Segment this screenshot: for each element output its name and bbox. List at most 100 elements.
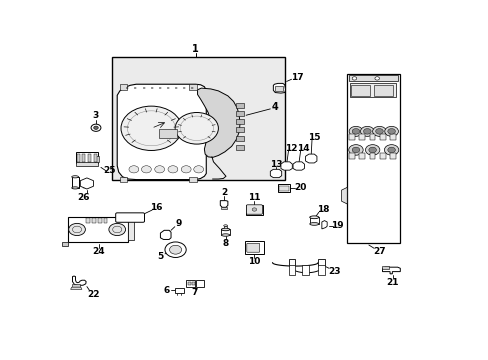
Bar xyxy=(236,127,244,132)
Polygon shape xyxy=(280,162,292,170)
Text: 15: 15 xyxy=(307,133,320,142)
Bar xyxy=(88,154,91,162)
Bar xyxy=(186,280,195,287)
Circle shape xyxy=(168,166,178,173)
Circle shape xyxy=(164,242,186,257)
Bar xyxy=(317,260,324,266)
Bar xyxy=(98,218,102,223)
Circle shape xyxy=(181,166,191,173)
Bar xyxy=(72,284,80,287)
Text: o: o xyxy=(182,86,184,90)
Circle shape xyxy=(193,166,203,173)
Bar xyxy=(373,85,392,96)
Circle shape xyxy=(372,126,386,136)
Circle shape xyxy=(175,112,218,144)
Text: 10: 10 xyxy=(248,257,260,266)
Circle shape xyxy=(154,166,164,173)
Circle shape xyxy=(374,77,379,80)
Text: 7: 7 xyxy=(191,288,197,297)
Text: o: o xyxy=(134,86,137,90)
Text: 18: 18 xyxy=(317,205,329,214)
Bar xyxy=(196,280,203,287)
Text: 13: 13 xyxy=(269,160,282,169)
Ellipse shape xyxy=(72,187,79,189)
Text: o: o xyxy=(126,86,128,90)
Bar xyxy=(379,153,385,159)
Bar xyxy=(288,260,295,266)
Text: 4: 4 xyxy=(271,102,278,112)
Bar xyxy=(236,136,244,141)
Text: 3: 3 xyxy=(93,111,99,120)
Circle shape xyxy=(387,147,395,153)
Text: 8: 8 xyxy=(222,239,228,248)
Bar xyxy=(77,154,80,162)
Circle shape xyxy=(91,124,101,131)
Circle shape xyxy=(109,223,125,235)
Polygon shape xyxy=(197,88,240,157)
Polygon shape xyxy=(382,267,400,274)
Polygon shape xyxy=(273,84,285,93)
Bar xyxy=(288,265,295,275)
Circle shape xyxy=(121,106,181,150)
Polygon shape xyxy=(72,276,86,285)
Circle shape xyxy=(387,129,395,134)
Bar xyxy=(369,134,374,140)
Bar xyxy=(245,204,262,215)
Bar xyxy=(189,84,196,90)
Text: o: o xyxy=(166,86,169,90)
Polygon shape xyxy=(220,201,227,207)
Polygon shape xyxy=(341,187,346,204)
Circle shape xyxy=(252,208,256,211)
Text: 12: 12 xyxy=(285,144,297,153)
Ellipse shape xyxy=(309,222,318,225)
Bar xyxy=(369,153,374,159)
Bar xyxy=(75,162,98,166)
Bar xyxy=(309,217,318,224)
Bar xyxy=(82,154,85,162)
Text: 11: 11 xyxy=(247,193,260,202)
Bar xyxy=(359,153,365,159)
Circle shape xyxy=(351,129,359,134)
Bar xyxy=(346,74,399,243)
Text: 24: 24 xyxy=(93,247,105,256)
Bar xyxy=(95,156,99,162)
Bar xyxy=(275,86,282,91)
Polygon shape xyxy=(127,218,134,240)
Text: 25: 25 xyxy=(103,166,116,175)
Text: 17: 17 xyxy=(290,73,303,82)
Text: 2: 2 xyxy=(221,188,227,197)
Circle shape xyxy=(365,145,379,155)
FancyBboxPatch shape xyxy=(116,213,144,222)
Bar xyxy=(389,134,395,140)
Text: 21: 21 xyxy=(386,278,398,287)
Text: 20: 20 xyxy=(294,183,306,192)
Bar xyxy=(223,226,227,229)
Circle shape xyxy=(348,145,363,155)
Bar xyxy=(382,266,388,269)
Circle shape xyxy=(141,166,151,173)
Polygon shape xyxy=(160,230,171,239)
Ellipse shape xyxy=(72,176,79,178)
Bar xyxy=(244,240,264,254)
Bar xyxy=(221,229,229,235)
Circle shape xyxy=(375,129,383,134)
Ellipse shape xyxy=(221,228,229,231)
FancyBboxPatch shape xyxy=(246,243,259,252)
Bar xyxy=(348,134,354,140)
Text: 16: 16 xyxy=(150,203,163,212)
Circle shape xyxy=(169,245,181,254)
Text: 19: 19 xyxy=(331,221,344,230)
Bar xyxy=(187,282,190,285)
FancyBboxPatch shape xyxy=(246,205,262,214)
Text: 5: 5 xyxy=(157,252,163,261)
Polygon shape xyxy=(62,242,68,246)
Circle shape xyxy=(348,126,362,136)
Text: 14: 14 xyxy=(297,144,309,153)
Bar xyxy=(221,207,226,209)
Bar xyxy=(389,153,395,159)
Text: 26: 26 xyxy=(77,193,89,202)
Bar xyxy=(112,57,284,180)
Circle shape xyxy=(368,147,376,153)
Bar xyxy=(379,134,385,140)
Polygon shape xyxy=(70,287,82,289)
